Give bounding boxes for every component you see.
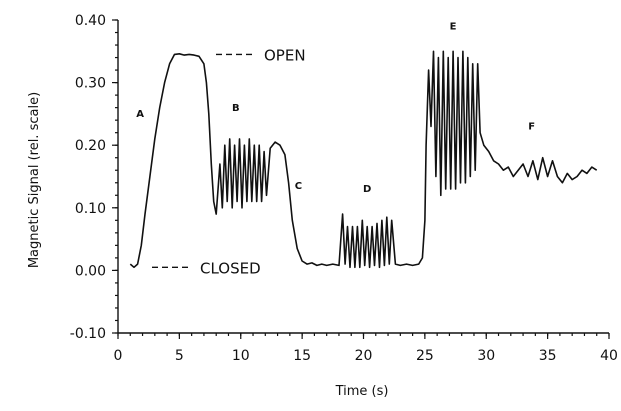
x-tick-label: 20 [355, 348, 373, 364]
x-axis-title: Time (s) [335, 384, 389, 399]
y-tick-label: 0.10 [75, 201, 106, 217]
x-tick-label: 35 [539, 348, 557, 364]
series-line [129, 50, 598, 269]
y-axis-title: Magnetic Signal (rel. scale) [27, 92, 42, 268]
legend-label: CLOSED [200, 259, 261, 277]
x-tick-label: 30 [477, 348, 495, 364]
x-tick-label: 0 [114, 348, 123, 364]
annotation-label: F [528, 122, 535, 133]
annotation-label: C [295, 181, 302, 192]
y-tick-label: 0.20 [75, 138, 106, 154]
annotations: A B C D E F [136, 21, 535, 195]
legend-label: OPEN [264, 46, 306, 64]
x-tick-label: 40 [600, 348, 618, 364]
y-tick-label: 0.30 [75, 76, 106, 92]
x-tick-label: 15 [293, 348, 311, 364]
series-group [129, 50, 598, 269]
ticks: -0.10 0.00 0.10 0.20 0.30 0.40 0 5 10 15 20 25 30 35 4… [70, 13, 618, 364]
legend: OPEN CLOSED [152, 46, 306, 277]
x-tick-label: 10 [232, 348, 250, 364]
y-tick-label: 0.00 [75, 263, 106, 279]
y-tick-label: 0.40 [75, 13, 106, 29]
x-tick-label: 25 [416, 348, 434, 364]
annotation-label: B [232, 103, 240, 114]
x-tick-label: 5 [175, 348, 184, 364]
axes [117, 20, 609, 334]
annotation-label: A [136, 109, 144, 120]
annotation-label: E [450, 21, 457, 32]
annotation-label: D [363, 184, 371, 195]
y-tick-label: -0.10 [70, 326, 106, 342]
